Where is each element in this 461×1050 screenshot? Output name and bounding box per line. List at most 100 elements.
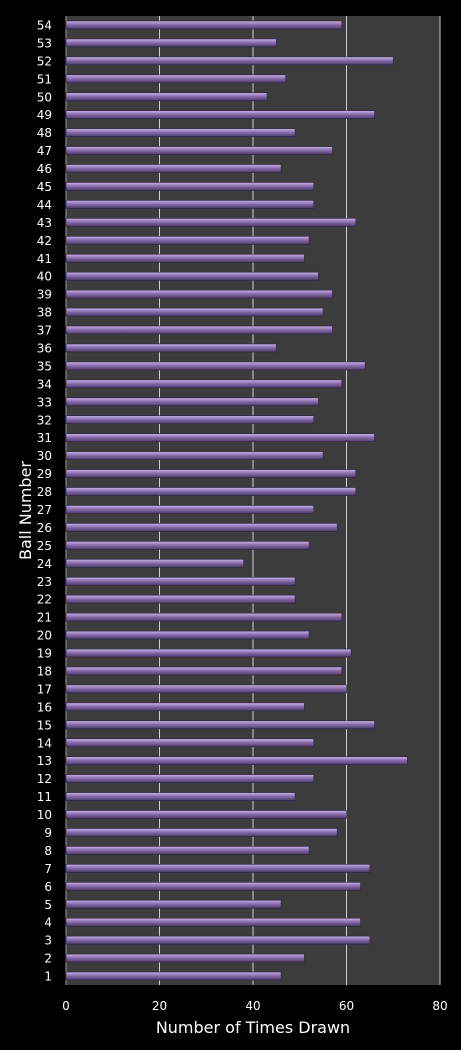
x-axis-title: Number of Times Drawn	[156, 1018, 350, 1037]
y-tick-label: 9	[44, 826, 52, 840]
y-tick-label: 46	[37, 162, 52, 176]
y-tick-label: 1	[44, 970, 52, 984]
x-tick-labels: 0 20 40 60 80	[62, 999, 447, 1013]
bar	[65, 38, 277, 48]
y-tick-label: 17	[37, 682, 52, 696]
bar	[65, 361, 366, 371]
x-tick-label: 20	[152, 999, 167, 1013]
bar	[65, 559, 244, 568]
bar	[65, 899, 282, 909]
bar	[65, 792, 296, 801]
bar	[65, 666, 343, 676]
y-tick-label: 32	[37, 413, 52, 427]
y-tick-label: 53	[37, 36, 52, 50]
y-tick-label: 25	[37, 539, 52, 553]
bar	[65, 182, 315, 191]
y-tick-label: 44	[37, 198, 52, 212]
y-tick-label: 52	[37, 54, 52, 68]
y-tick-label: 48	[37, 126, 52, 140]
y-tick-label: 27	[37, 503, 52, 517]
y-tick-label: 15	[37, 718, 52, 732]
bar	[65, 576, 296, 586]
bar	[65, 200, 315, 209]
y-tick-label: 30	[37, 449, 52, 463]
x-tick-label: 60	[339, 999, 354, 1013]
y-tick-label: 35	[37, 359, 52, 373]
y-tick-label: 18	[37, 664, 52, 678]
bar	[65, 810, 347, 819]
y-tick-label: 7	[44, 862, 52, 876]
bar	[65, 397, 319, 407]
y-tick-label: 31	[37, 431, 52, 445]
y-tick-label: 51	[37, 72, 52, 86]
bar	[65, 953, 305, 963]
y-tick-label: 19	[37, 647, 52, 661]
bar	[65, 236, 310, 245]
y-tick-label: 24	[37, 557, 52, 571]
y-tick-label: 10	[37, 808, 52, 822]
bar	[65, 935, 371, 945]
bar	[65, 56, 394, 66]
bar	[65, 648, 352, 658]
bar	[65, 307, 324, 317]
bar	[65, 218, 357, 227]
y-tick-label: 14	[37, 736, 52, 750]
bar	[65, 164, 282, 173]
bar	[65, 289, 333, 299]
bars	[65, 20, 408, 981]
y-tick-label: 29	[37, 467, 52, 481]
y-tick-label: 26	[37, 521, 52, 535]
bar	[65, 325, 333, 335]
bar	[65, 828, 338, 837]
bar	[65, 846, 310, 855]
y-tick-labels: 1234567891011121314151617181920212223242…	[37, 18, 52, 983]
y-tick-label: 47	[37, 144, 52, 158]
y-tick-label: 16	[37, 700, 52, 714]
x-tick-label: 0	[62, 999, 70, 1013]
y-tick-label: 36	[37, 341, 52, 355]
y-tick-label: 21	[37, 611, 52, 625]
y-axis-title: Ball Number	[16, 461, 35, 560]
bar	[65, 128, 296, 137]
bar	[65, 146, 333, 155]
bar	[65, 20, 343, 30]
bar	[65, 612, 343, 622]
bar	[65, 253, 305, 263]
y-tick-label: 39	[37, 288, 52, 302]
y-tick-label: 11	[37, 790, 52, 804]
y-tick-label: 49	[37, 108, 52, 122]
bar	[65, 738, 315, 748]
bar	[65, 756, 408, 765]
bar	[65, 487, 357, 496]
y-tick-label: 45	[37, 180, 52, 194]
y-tick-label: 6	[44, 880, 52, 894]
bar	[65, 74, 287, 84]
x-tick-label: 80	[432, 999, 447, 1013]
bar	[65, 415, 315, 425]
bar	[65, 343, 277, 353]
bar	[65, 110, 375, 119]
y-tick-label: 50	[37, 90, 52, 104]
y-tick-label: 37	[37, 324, 52, 338]
y-tick-label: 20	[37, 629, 52, 643]
bar	[65, 594, 296, 604]
bar	[65, 541, 310, 550]
y-tick-label: 38	[37, 306, 52, 320]
bar	[65, 917, 361, 927]
bar	[65, 451, 324, 460]
y-tick-label: 28	[37, 485, 52, 499]
bar	[65, 92, 268, 102]
y-tick-label: 4	[44, 916, 52, 930]
bar	[65, 630, 310, 640]
y-tick-label: 13	[37, 754, 52, 768]
bar	[65, 882, 361, 891]
bar	[65, 469, 357, 478]
y-tick-label: 43	[37, 216, 52, 230]
bar	[65, 505, 315, 514]
gridlines	[65, 16, 441, 985]
y-tick-label: 5	[44, 898, 52, 912]
x-tick-label: 40	[245, 999, 260, 1013]
bar	[65, 379, 343, 389]
bar	[65, 684, 347, 694]
